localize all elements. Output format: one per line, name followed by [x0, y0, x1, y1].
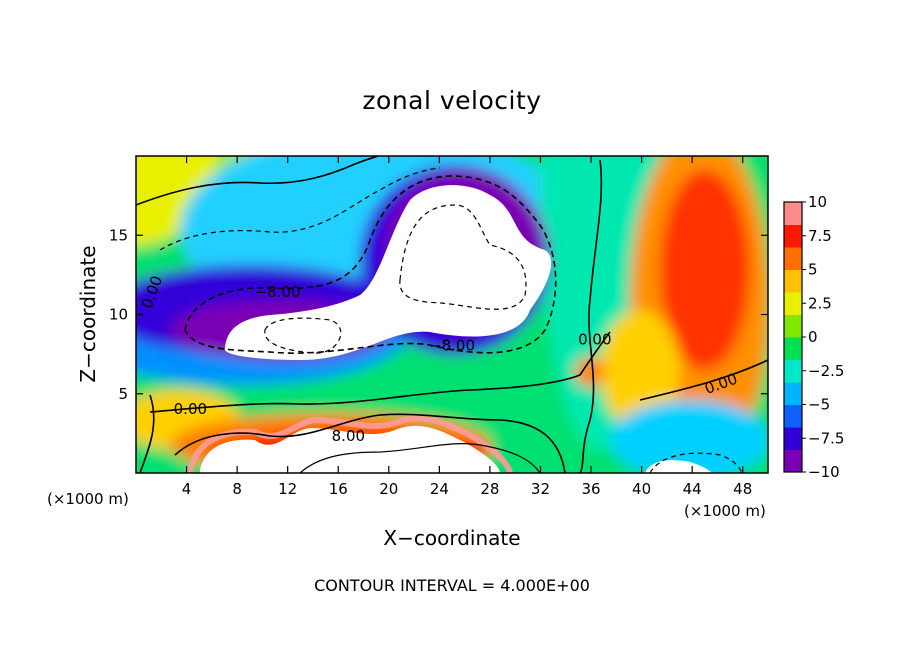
contour-plus12 [299, 443, 541, 473]
colorbar-tick-label: 2.5 [808, 294, 832, 312]
colorbar-swatch [784, 337, 802, 360]
colorbar-swatch [784, 224, 802, 248]
colorbar-swatch [784, 247, 802, 270]
x-axis: 4 8 12 16 20 24 28 32 36 40 44 48 [182, 156, 752, 498]
colorbar-tick-label: −7.5 [808, 429, 844, 447]
out-of-range-region [225, 185, 552, 360]
contour-minus8-outer [184, 175, 557, 354]
y-tick-label: 10 [109, 306, 128, 324]
x-tick-label: 24 [430, 480, 449, 498]
contour-zero-right [579, 159, 603, 473]
contour-zero-upper [136, 156, 379, 206]
out-of-range-region [645, 460, 712, 473]
y-axis: 5 10 15 [109, 226, 768, 403]
contour-plus8 [174, 413, 566, 473]
colorbar-swatch [784, 359, 802, 383]
x-tick-label: 8 [232, 480, 242, 498]
contour-label: 8.00 [332, 427, 365, 445]
y-tick-label: 5 [118, 385, 128, 403]
x-tick-label: 36 [581, 480, 600, 498]
colorbar-tick-label: 5 [808, 261, 818, 279]
y-axis-label: Z−coordinate [76, 245, 100, 383]
colorbar-swatch [784, 427, 802, 450]
contour-zero-middle [149, 331, 611, 413]
contour-minus8-left [264, 317, 342, 354]
out-of-range-region [200, 425, 500, 473]
colorbar-swatch [784, 404, 802, 428]
chart-title: zonal velocity [362, 86, 542, 115]
x-tick-label: 48 [733, 480, 752, 498]
y-tick-label: 15 [109, 226, 128, 244]
colorbar-swatch [784, 449, 802, 473]
colorbar-tick-label: −10 [808, 463, 840, 481]
contour-labels: 0.00 −8.00−8.00 0.000.000.008.00 [138, 273, 740, 445]
colorbar-swatch [784, 382, 802, 405]
contour-zero-lower [139, 394, 155, 473]
colorbar-tick-label: 10 [808, 193, 827, 211]
colorbar-tick-label: −2.5 [808, 362, 844, 380]
x-tick-label: 28 [480, 480, 499, 498]
contour-minus8-lower-right [649, 452, 743, 473]
x-tick-label: 32 [531, 480, 550, 498]
x-axis-label: X−coordinate [383, 526, 521, 550]
contour-label: −8.00 [255, 283, 301, 301]
x-tick-label: 4 [182, 480, 192, 498]
colorbar-swatch [784, 292, 802, 315]
colorbar-swatch [784, 269, 802, 293]
colorbar-tick-label: 7.5 [808, 227, 832, 245]
contour-label: 0.00 [174, 400, 207, 418]
colorbar-swatch [784, 202, 802, 225]
contour-label: −8.00 [429, 337, 475, 355]
colorbar-swatch [784, 314, 802, 338]
x-tick-label: 12 [278, 480, 297, 498]
x-tick-label: 20 [379, 480, 398, 498]
colorbar-tick-label: 0 [808, 328, 818, 346]
x-tick-label: 40 [632, 480, 651, 498]
x-unit-label-right: (×1000 m) [684, 502, 766, 520]
colorbar-tick-label: −5 [808, 396, 830, 414]
colorbar: 10 7.5 5 2.5 0 −2.5 −5 −7.5 −10 [783, 193, 844, 481]
contour-label: 0.00 [578, 330, 611, 348]
contour-interval-note: CONTOUR INTERVAL = 4.000E+00 [314, 576, 590, 595]
x-unit-label-left: (×1000 m) [47, 490, 129, 508]
x-tick-label: 16 [329, 480, 348, 498]
contour-minus8-inner [399, 204, 527, 310]
velocity-field [136, 156, 768, 473]
contour-lines [136, 156, 768, 473]
x-tick-label: 44 [683, 480, 702, 498]
contour-zero-far-right [639, 359, 768, 401]
